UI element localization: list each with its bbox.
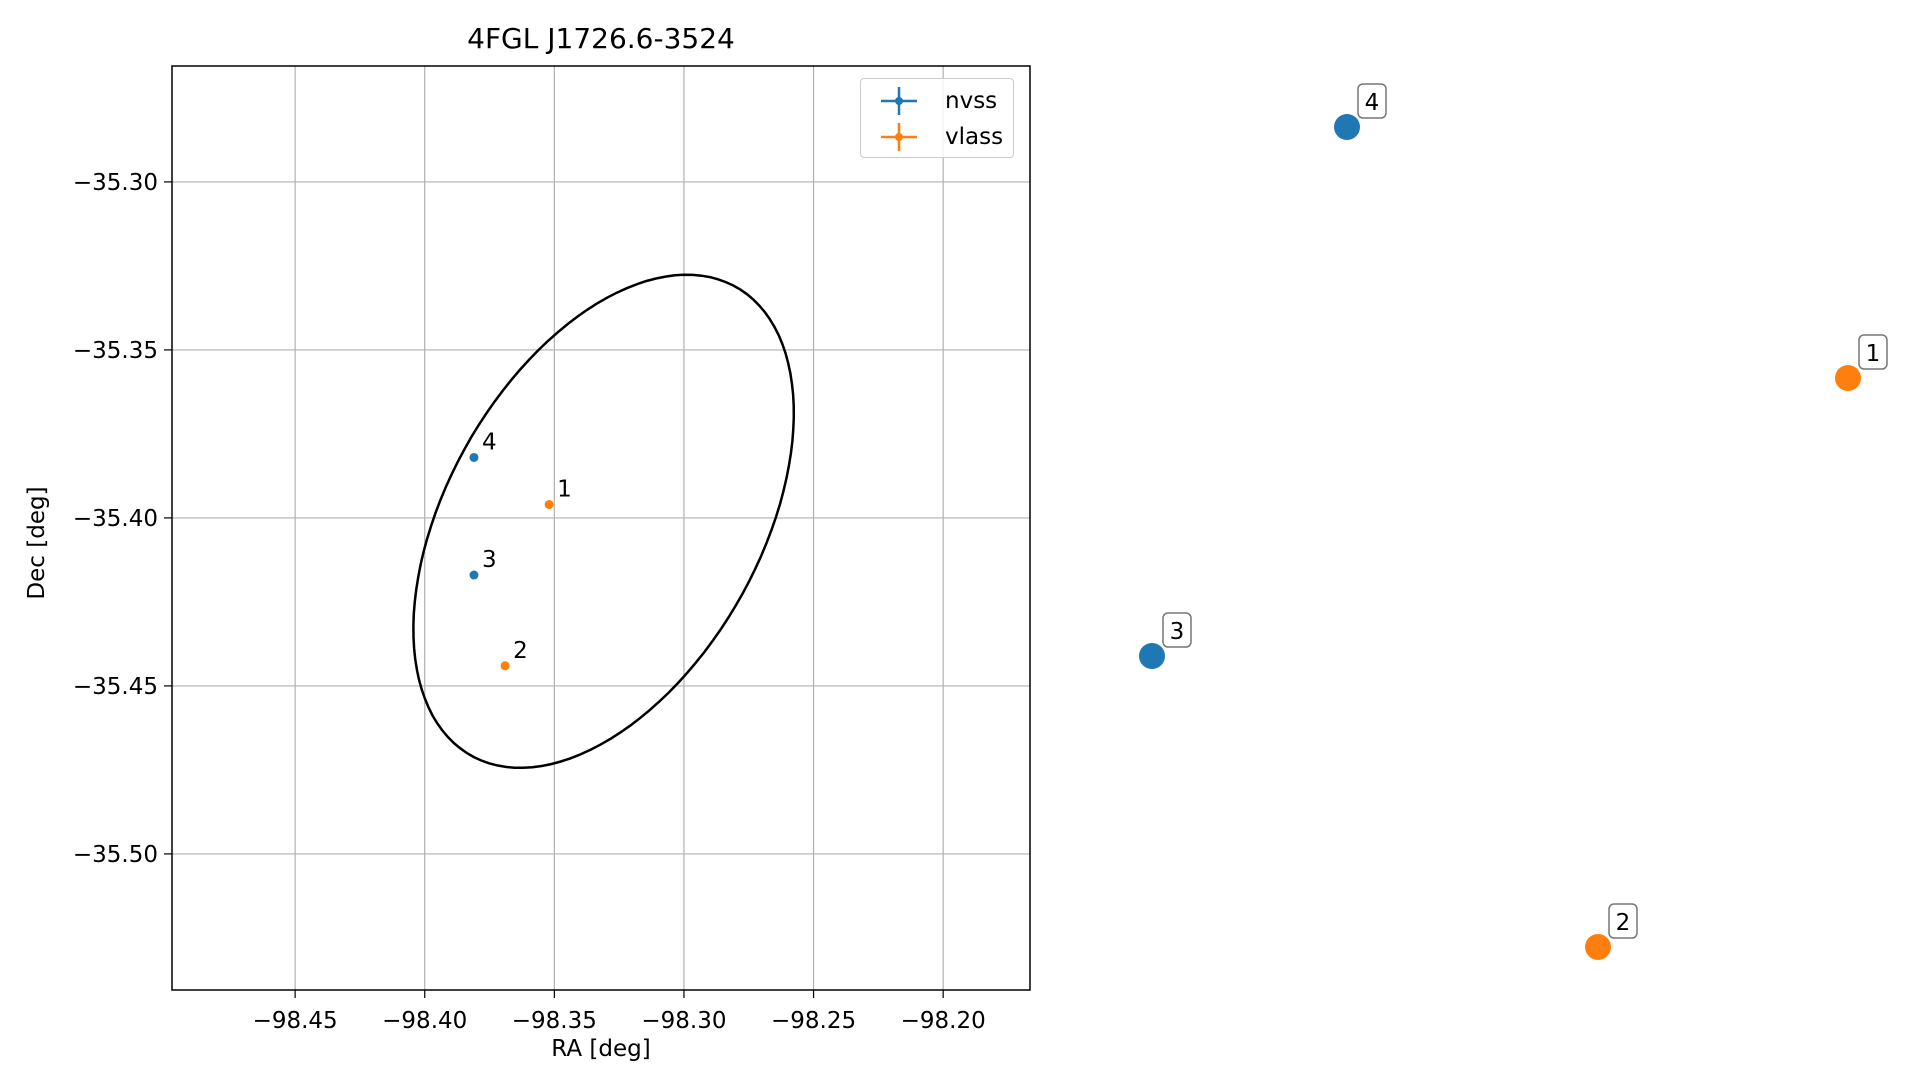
y-tick-label: −35.40 (73, 506, 158, 532)
x-tick-label: −98.45 (253, 1008, 338, 1034)
x-tick-label: −98.30 (641, 1008, 726, 1034)
point-label: 2 (513, 638, 528, 664)
zoom-marker-vlass (1585, 934, 1611, 960)
legend: nvss vlass (860, 78, 1014, 158)
zoom-label-box (1858, 334, 1888, 370)
y-tick-label: −35.35 (73, 338, 158, 364)
chart-title: 4FGL J1726.6-3524 (467, 22, 735, 55)
y-tick-label: −35.45 (73, 674, 158, 700)
axis-ticks: −98.45 −98.40 −98.35 −98.30 −98.25 −98.20 −35.… (73, 170, 986, 1034)
y-tick-label: −35.30 (73, 170, 158, 196)
point-label: 1 (557, 476, 572, 502)
legend-entry-vlass: vlass (861, 119, 1015, 155)
zoom-label: 3 (1170, 619, 1185, 645)
legend-label-nvss: nvss (945, 88, 998, 114)
grid-lines (172, 66, 1030, 990)
x-tick-label: −98.35 (512, 1008, 597, 1034)
zoom-panel: 4 1 3 2 (1139, 83, 1888, 960)
zoom-marker-nvss (1334, 114, 1360, 140)
errorbar-marker-icon (881, 87, 917, 115)
legend-entry-nvss: nvss (861, 83, 1015, 119)
x-tick-label: −98.20 (901, 1008, 986, 1034)
zoom-label: 2 (1616, 910, 1631, 936)
data-point-vlass (500, 661, 510, 671)
zoom-label: 4 (1365, 90, 1380, 116)
point-label: 4 (482, 429, 497, 455)
point-label: 3 (482, 547, 497, 573)
plot-frame (171, 65, 1031, 991)
y-tick-label: −35.50 (73, 842, 158, 868)
data-points: 4 3 1 2 (469, 429, 572, 671)
zoom-label: 1 (1866, 341, 1881, 367)
data-point-nvss (469, 452, 479, 462)
x-axis-label: RA [deg] (551, 1036, 651, 1062)
zoom-label-box (1162, 612, 1192, 648)
error-ellipse (412, 273, 796, 770)
zoom-label-box (1608, 903, 1638, 939)
errorbar-marker-icon (881, 123, 917, 151)
zoom-marker-nvss (1139, 643, 1165, 669)
x-tick-label: −98.25 (771, 1008, 856, 1034)
zoom-label-box (1357, 83, 1387, 119)
x-tick-label: −98.40 (382, 1008, 467, 1034)
y-axis-label: Dec [deg] (24, 486, 50, 600)
legend-label-vlass: vlass (945, 124, 1004, 150)
zoom-marker-vlass (1835, 365, 1861, 391)
data-point-vlass (544, 499, 554, 509)
data-point-nvss (469, 570, 479, 580)
error-ellipse-group (412, 273, 796, 770)
